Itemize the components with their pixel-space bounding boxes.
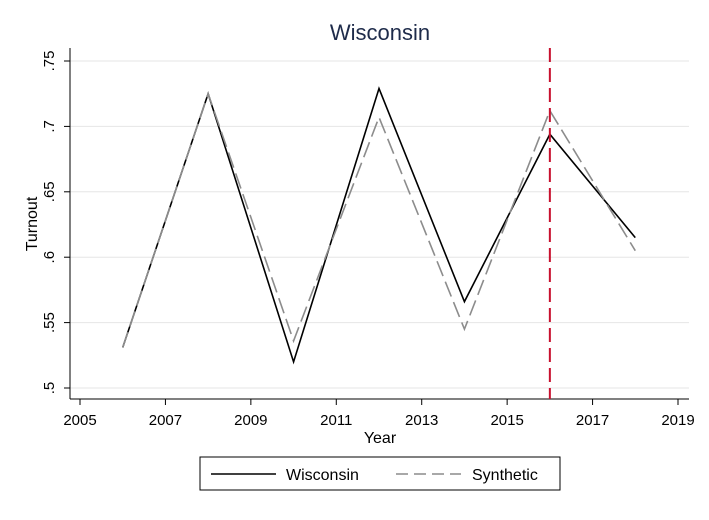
y-tick-label: .55 [41, 312, 58, 333]
x-tick-label: 2009 [234, 412, 267, 429]
y-axis-ticks: .5 .55 .6 .65 .7 .75 [41, 51, 70, 395]
y-tick-label: .7 [41, 120, 58, 133]
grid-lines [70, 60, 689, 389]
y-tick-label: .6 [41, 251, 58, 264]
legend-label-synthetic: Synthetic [472, 467, 538, 484]
series-line-wisconsin [121, 86, 636, 365]
x-tick-label: 2005 [63, 412, 96, 429]
x-tick-label: 2019 [661, 412, 694, 429]
y-tick-label: .5 [41, 382, 58, 395]
y-axis-title: Turnout [24, 196, 41, 251]
x-tick-label: 2007 [149, 412, 182, 429]
x-tick-label: 2011 [320, 412, 352, 429]
plot-area-frame [70, 48, 689, 399]
y-tick-label: .75 [41, 51, 58, 72]
y-tick-label: .65 [41, 181, 58, 202]
x-axis-ticks: 2005 2007 2009 2011 2013 2015 2017 2019 [63, 399, 695, 429]
series-lines [121, 86, 636, 365]
x-tick-label: 2013 [405, 412, 438, 429]
chart-title: Wisconsin [330, 20, 430, 45]
x-tick-label: 2015 [490, 412, 523, 429]
legend: Wisconsin Synthetic [199, 456, 561, 491]
legend-label-wisconsin: Wisconsin [286, 467, 359, 484]
x-axis-title: Year [364, 430, 397, 447]
x-tick-label: 2017 [576, 412, 609, 429]
series-line-synthetic [121, 91, 636, 348]
